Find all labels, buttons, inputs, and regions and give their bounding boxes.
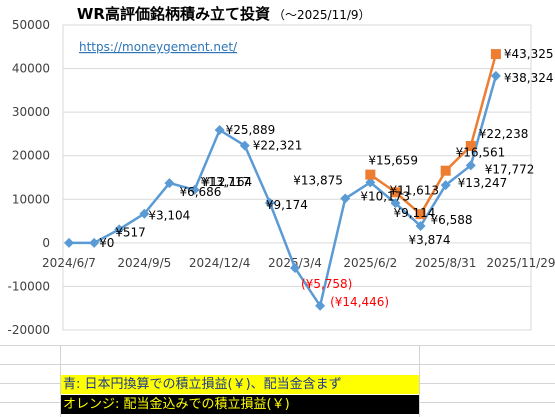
data-point [164, 178, 175, 189]
data-label: ¥517 [115, 225, 146, 239]
x-tick-label: 2024/12/4 [189, 256, 251, 270]
y-tick-label: 40000 [12, 62, 50, 76]
x-tick-label: 2024/9/5 [117, 256, 171, 270]
chart-area: 50000 40000 30000 20000 10000 0 -10000 -20000 20… [7, 5, 555, 337]
data-label: ¥17,772 [485, 162, 535, 176]
data-label: ¥22,238 [479, 127, 529, 141]
legend-note-blue: 青: 日本円換算での積立損益(￥)、配当金含まず [61, 375, 419, 394]
data-point [365, 177, 376, 188]
data-point [440, 180, 451, 191]
data-label: ¥15,659 [368, 154, 418, 168]
data-point [239, 140, 250, 151]
data-label: (¥5,758) [301, 277, 352, 291]
data-label: ¥13,875 [293, 174, 343, 188]
data-label: ¥13,247 [458, 176, 508, 190]
data-label: ¥9,174 [266, 198, 308, 212]
data-point [490, 70, 501, 81]
data-point [114, 224, 125, 235]
data-label: ¥3,104 [148, 209, 190, 223]
data-point [315, 300, 326, 311]
legend-note-orange: オレンジ: 配当金込みでの積立損益(￥) [61, 395, 419, 414]
chart-subtitle: （～2025/11/9） [273, 8, 371, 22]
data-label: ¥13,717 [201, 175, 251, 189]
data-label: ¥6,686 [179, 185, 221, 199]
data-label: ¥11,613 [389, 183, 439, 197]
data-label: ¥38,324 [504, 71, 554, 85]
watermark-url: https://moneygement.net/ [79, 40, 238, 54]
y-tick-label: -10000 [7, 279, 50, 293]
data-point [440, 165, 451, 176]
y-tick-label: 20000 [12, 149, 50, 163]
data-point [89, 237, 100, 248]
data-point [290, 262, 300, 273]
data-point [415, 209, 426, 220]
data-label: ¥43,325 [504, 47, 554, 61]
data-label: ¥9,114 [393, 206, 435, 220]
y-tick-label: 30000 [12, 105, 50, 119]
y-tick-label: -20000 [7, 323, 50, 337]
x-tick-label: 2025/3/4 [268, 256, 322, 270]
data-point [465, 160, 476, 171]
data-point [390, 187, 401, 198]
x-tick-label: 2024/6/7 [42, 256, 96, 270]
data-label: ¥22,321 [253, 139, 303, 153]
data-point [365, 169, 376, 180]
data-point [139, 208, 150, 219]
data-point [340, 193, 351, 204]
spreadsheet-column-line [419, 345, 420, 417]
spreadsheet-column-line [60, 345, 61, 417]
data-point [490, 49, 501, 60]
chart-title: WR高評価銘柄積み立て投資 [77, 5, 270, 23]
x-tick-label: 2025/8/31 [415, 256, 477, 270]
x-tick-label: 2025/6/2 [343, 256, 397, 270]
data-label: ¥3,874 [409, 233, 451, 247]
data-label: ¥12,164 [203, 175, 253, 189]
data-point [64, 237, 74, 248]
data-label: ¥16,561 [456, 146, 506, 160]
data-point [390, 198, 401, 209]
data-point [264, 197, 275, 208]
series-line [69, 75, 498, 309]
y-tick-label: 0 [42, 236, 50, 250]
data-point [415, 220, 426, 231]
data-label: (¥14,446) [330, 295, 389, 309]
x-tick-label: 2025/11/29 [486, 256, 555, 270]
data-point [189, 184, 200, 195]
plot-area [62, 24, 532, 331]
data-point [214, 125, 225, 136]
y-tick-label: 50000 [12, 18, 50, 32]
data-label: ¥0 [99, 236, 114, 250]
y-tick-label: 10000 [12, 192, 50, 206]
line-chart: 50000 40000 30000 20000 10000 0 -10000 -20000 20… [7, 5, 555, 337]
data-label: ¥25,889 [226, 123, 276, 137]
data-point [465, 140, 476, 151]
data-label: ¥6,588 [431, 213, 473, 227]
data-label: ¥10,173 [360, 189, 410, 203]
